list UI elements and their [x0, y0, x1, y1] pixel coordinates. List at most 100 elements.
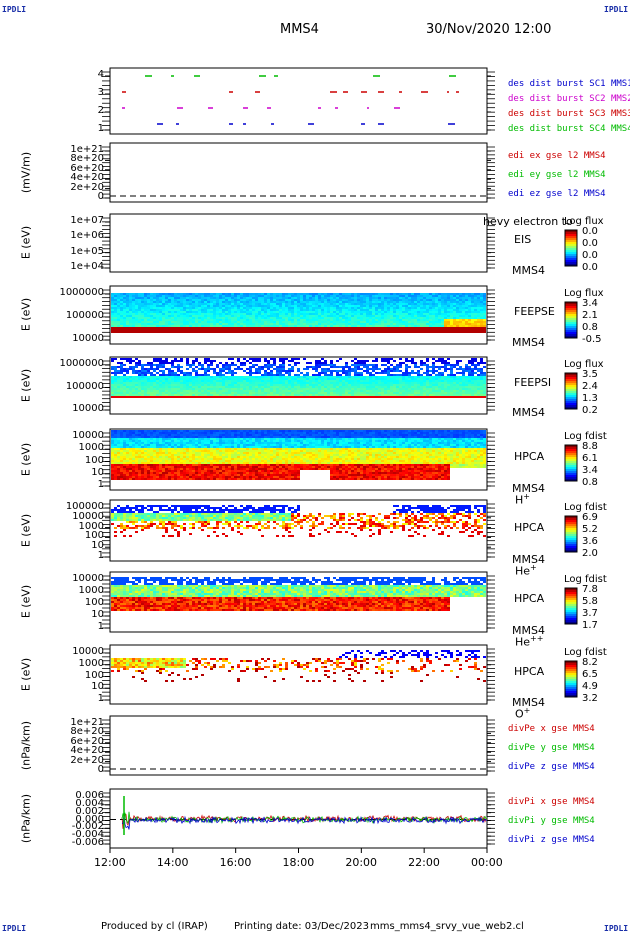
spectro-cell-feepse — [153, 305, 156, 307]
spectro-cell-feepse — [399, 329, 402, 331]
spectro-cell-feepsi — [402, 390, 405, 392]
spectro-cell-feepse — [459, 301, 462, 303]
spectro-cell-feepse — [288, 313, 291, 315]
spectro-cell-feepse — [144, 313, 147, 315]
spectro-cell-feepsi — [207, 378, 210, 380]
spectro-cell-feepsi — [180, 370, 183, 372]
spectro-cell-feepse — [114, 299, 117, 301]
spectro-cell-feepsi — [360, 386, 363, 388]
spectro-cell-feepsi — [252, 388, 255, 390]
spectro-cell-feepsi — [423, 384, 426, 386]
spectro-cell-feepsi — [291, 392, 294, 394]
spectro-cell-feepsi — [165, 390, 168, 392]
spectro-cell-feepse — [276, 315, 279, 317]
spectro-cell-feepsi — [351, 360, 354, 362]
spectro-cell-feepsi — [375, 368, 378, 370]
spectro-cell-feepse — [273, 327, 276, 329]
spectro-cell-feepse — [321, 325, 324, 327]
spectro-cell-feepse — [171, 299, 174, 301]
spectro-cell-feepse — [270, 297, 273, 299]
spectro-cell-feepse — [402, 323, 405, 325]
spectro-cell-feepse — [402, 321, 405, 323]
spectro-cell-feepse — [417, 323, 420, 325]
spectro-cell-feepse — [213, 309, 216, 311]
spectro-cell-feepsi — [183, 374, 186, 376]
spectro-cell-feepse — [183, 295, 186, 297]
spectro-cell-feepsi — [312, 382, 315, 384]
spectro-cell-feepse — [261, 303, 264, 305]
spectro-cell-feepse — [177, 309, 180, 311]
spectro-cell-feepse — [333, 301, 336, 303]
spectro-cell-feepsi — [228, 380, 231, 382]
spectro-cell-feepsi — [363, 384, 366, 386]
spectro-cell-feepsi — [183, 372, 186, 374]
spectro-cell-feepsi — [192, 360, 195, 362]
spectro-cell-feepse — [174, 317, 177, 319]
spectro-cell-feepse — [459, 325, 462, 327]
spectro-cell-feepsi — [450, 380, 453, 382]
spectro-cell-feepse — [447, 321, 450, 323]
spectro-cell-feepse — [330, 293, 333, 295]
spectro-cell-feepsi — [150, 376, 153, 378]
spectro-cell-feepse — [351, 331, 354, 333]
spectro-cell-feepsi — [306, 372, 309, 374]
spectro-cell-feepse — [171, 301, 174, 303]
spectro-cell-feepsi — [387, 362, 390, 364]
spectro-cell-feepse — [297, 307, 300, 309]
spectro-cell-feepse — [483, 307, 486, 309]
spectro-cell-feepsi — [354, 390, 357, 392]
spectro-cell-feepse — [207, 313, 210, 315]
spectro-cell-feepsi — [210, 380, 213, 382]
spectro-cell-feepsi — [273, 392, 276, 394]
spectro-cell-feepse — [372, 313, 375, 315]
spectro-cell-feepse — [246, 295, 249, 297]
spectro-cell-feepsi — [225, 390, 228, 392]
spectro-cell-feepsi — [294, 362, 297, 364]
spectro-cell-feepse — [408, 307, 411, 309]
spectro-cell-feepsi — [435, 390, 438, 392]
spectro-cell-feepsi — [471, 368, 474, 370]
spectro-cell-feepsi — [180, 382, 183, 384]
spectro-cell-feepsi — [249, 396, 252, 398]
spectro-cell-feepse — [402, 331, 405, 333]
spectro-cell-feepse — [201, 295, 204, 297]
spectro-cell-feepse — [267, 305, 270, 307]
spectro-cell-feepsi — [195, 382, 198, 384]
spectro-cell-feepsi — [345, 364, 348, 366]
spectro-cell-feepsi — [402, 376, 405, 378]
spectro-cell-feepsi — [279, 396, 282, 398]
spectro-cell-feepsi — [252, 366, 255, 368]
spectro-cell-feepsi — [147, 368, 150, 370]
spectro-cell-feepse — [312, 311, 315, 313]
spectro-cell-feepse — [360, 329, 363, 331]
spectro-cell-feepse — [162, 303, 165, 305]
spectro-cell-feepse — [432, 295, 435, 297]
spectro-cell-feepsi — [306, 392, 309, 394]
spectro-cell-feepse — [351, 293, 354, 295]
spectro-cell-feepse — [168, 325, 171, 327]
spectro-cell-feepse — [192, 311, 195, 313]
spectro-cell-feepse — [342, 297, 345, 299]
spectro-cell-feepse — [366, 309, 369, 311]
spectro-cell-feepsi — [393, 374, 396, 376]
spectro-cell-feepsi — [279, 366, 282, 368]
spectro-cell-feepse — [441, 319, 444, 321]
spectro-cell-feepse — [237, 329, 240, 331]
spectro-cell-feepse — [252, 301, 255, 303]
spectro-cell-feepsi — [168, 394, 171, 396]
spectro-cell-feepse — [129, 323, 132, 325]
spectro-cell-feepse — [204, 325, 207, 327]
spectro-cell-feepsi — [375, 360, 378, 362]
spectro-cell-feepsi — [465, 368, 468, 370]
spectro-cell-feepsi — [336, 360, 339, 362]
spectro-cell-feepsi — [315, 396, 318, 398]
spectro-cell-feepse — [171, 311, 174, 313]
spectro-cell-feepsi — [210, 386, 213, 388]
spectro-cell-feepsi — [417, 374, 420, 376]
spectro-cell-feepsi — [270, 378, 273, 380]
spectro-cell-feepse — [129, 321, 132, 323]
spectro-cell-feepse — [138, 303, 141, 305]
spectro-cell-feepsi — [402, 394, 405, 396]
spectro-cell-feepse — [231, 303, 234, 305]
spectro-cell-feepsi — [168, 388, 171, 390]
